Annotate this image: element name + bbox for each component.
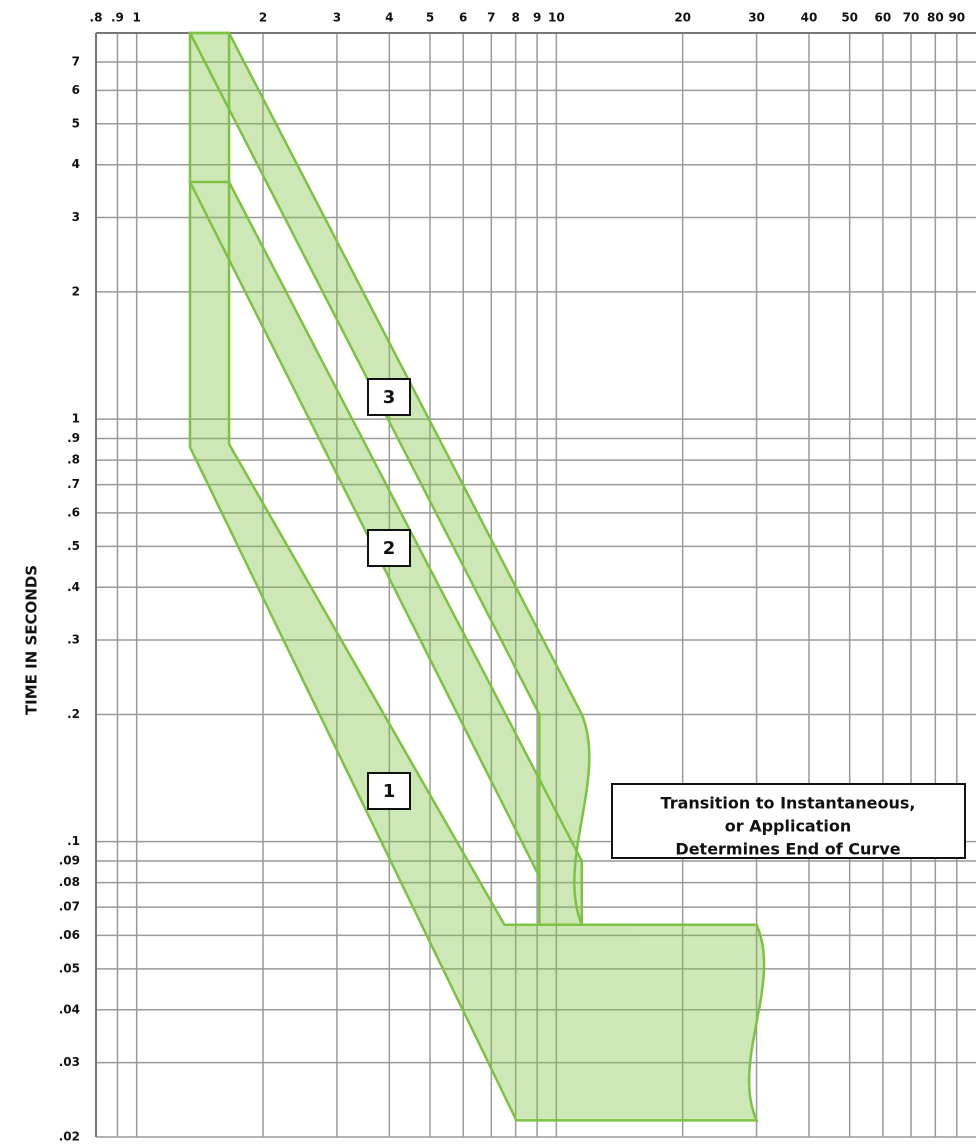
- band-label: 3: [383, 387, 396, 408]
- y-axis-label: TIME IN SECONDS: [23, 565, 41, 715]
- annotation-box: [611, 783, 966, 859]
- x-tick-label: 3: [333, 11, 341, 25]
- y-tick-label: .05: [59, 961, 80, 975]
- y-tick-label: 3: [72, 210, 80, 224]
- y-tick-label: .4: [67, 580, 80, 594]
- band-outline: [188, 31, 766, 1122]
- x-tick-label: 1: [132, 11, 140, 25]
- y-tick-label: 6: [72, 83, 80, 97]
- x-tick-label: 7: [487, 11, 495, 25]
- x-tick-label: 6: [459, 11, 467, 25]
- annotation-line: Transition to Instantaneous,: [661, 794, 916, 813]
- y-tick-label: .8: [67, 453, 80, 467]
- x-tick-label: .9: [111, 11, 124, 25]
- y-tick-label: .2: [67, 707, 80, 721]
- band-label: 1: [383, 781, 396, 802]
- x-tick-label: 90: [948, 11, 965, 25]
- band-fill: [190, 33, 590, 925]
- x-tick-label: 10: [548, 11, 565, 25]
- y-tick-label: .7: [67, 477, 80, 491]
- x-tick-label: 20: [674, 11, 691, 25]
- y-tick-label: .6: [67, 505, 80, 519]
- x-tick-label: 30: [748, 11, 765, 25]
- y-tick-label: .04: [59, 1002, 80, 1016]
- x-tick-label: 9: [533, 11, 541, 25]
- band-label: 2: [383, 538, 396, 559]
- annotation-line: or Application: [725, 817, 852, 836]
- y-tick-label: 7: [72, 55, 80, 69]
- band-label-box: [367, 378, 411, 416]
- band-label-box: [367, 772, 411, 810]
- y-tick-label: .08: [59, 875, 80, 889]
- y-tick-label: .3: [67, 633, 80, 647]
- y-tick-label: 2: [72, 284, 80, 298]
- x-tick-label: 40: [801, 11, 818, 25]
- x-tick-label: 8: [511, 11, 519, 25]
- y-tick-label: .02: [59, 1130, 80, 1144]
- x-tick-label: 70: [903, 11, 920, 25]
- x-tick-label: 80: [927, 11, 944, 25]
- y-tick-label: 4: [72, 157, 80, 171]
- y-tick-label: .09: [59, 853, 80, 867]
- x-tick-label: 2: [259, 11, 267, 25]
- band-label-box: [367, 529, 411, 567]
- x-tick-label: 60: [875, 11, 892, 25]
- y-tick-label: 5: [72, 116, 80, 130]
- y-tick-label: .1: [67, 834, 80, 848]
- y-tick-label: .06: [59, 928, 80, 942]
- band-outline: [187, 31, 591, 926]
- x-tick-label: 4: [385, 11, 393, 25]
- y-tick-label: 1: [72, 412, 80, 426]
- y-tick-label: .03: [59, 1055, 80, 1069]
- y-tick-label: .9: [67, 431, 80, 445]
- y-tick-label: .07: [59, 900, 80, 914]
- annotation-line: Determines End of Curve: [675, 840, 900, 859]
- x-tick-label: 50: [841, 11, 858, 25]
- x-tick-label: 5: [426, 11, 434, 25]
- x-tick-label: .8: [90, 11, 103, 25]
- y-tick-label: .5: [67, 539, 80, 553]
